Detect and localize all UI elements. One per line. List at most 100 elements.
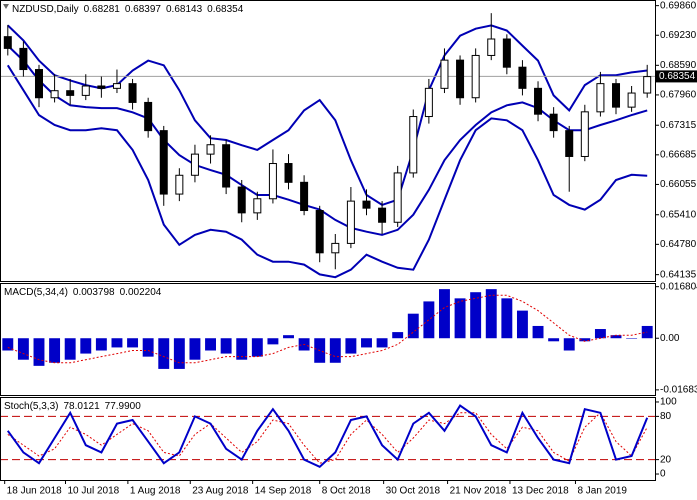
macd-bar — [329, 338, 341, 363]
candle-body — [253, 198, 262, 214]
panel-frame — [0, 397, 656, 481]
x-tick-label: 21 Nov 2018 — [450, 486, 507, 497]
candle-body — [50, 90, 59, 99]
x-tick-label: 30 Oct 2018 — [386, 486, 441, 497]
candle-body — [128, 83, 137, 103]
macd-bar — [158, 338, 170, 369]
candle-body — [643, 76, 652, 94]
macd-bar — [563, 338, 575, 351]
macd-bar — [251, 338, 263, 357]
y-tick-label: 0.016804 — [660, 281, 697, 292]
macd-bar — [345, 338, 357, 354]
header-title: MACD(5,34,4) — [4, 287, 68, 298]
macd-bar — [95, 338, 107, 351]
macd-bar — [127, 338, 139, 348]
macd-bar — [267, 338, 279, 345]
macd-bar — [33, 338, 45, 366]
candle-body — [362, 200, 371, 209]
header-value: 78.0121 — [63, 401, 100, 412]
macd-bar — [407, 313, 419, 339]
y-tick-label: 0.65410 — [660, 209, 697, 220]
candle-body — [175, 174, 184, 195]
x-tick-label: 8 Jan 2019 — [577, 486, 627, 497]
candle-body — [565, 130, 574, 157]
macd-bar — [189, 338, 201, 360]
candle-body — [268, 163, 277, 200]
candle-body — [3, 36, 12, 49]
y-tick-label: 0 — [660, 469, 666, 480]
candle-body — [237, 186, 246, 214]
x-tick-label: 8 Oct 2018 — [322, 486, 371, 497]
panel-frame — [0, 283, 656, 396]
last-price-label: 0.68354 — [659, 71, 696, 82]
header-value: 0.68143 — [166, 4, 203, 15]
x-tick-label: 14 Sep 2018 — [255, 486, 312, 497]
stoch-main — [6, 404, 649, 468]
macd-bar — [64, 338, 76, 360]
header-title: NZDUSD,Daily — [12, 4, 79, 15]
header-title: Stoch(5,3,3) — [4, 401, 58, 412]
y-tick-label: 0.66685 — [660, 149, 697, 160]
panel-header: NZDUSD,Daily 0.68281 0.68397 0.68143 0.68354 — [12, 4, 244, 15]
header-value: 0.002204 — [120, 287, 162, 298]
macd-bar — [2, 338, 14, 351]
y-tick-label: 0.69860 — [660, 0, 697, 11]
candle-body — [393, 172, 402, 223]
candle-body — [596, 83, 605, 113]
candle-body — [206, 144, 215, 155]
candle-body — [81, 85, 90, 96]
macd-bar — [392, 332, 404, 339]
candle-body — [549, 113, 558, 132]
macd-bar — [80, 338, 92, 354]
candle-body — [612, 83, 621, 108]
macd-bar — [470, 292, 482, 339]
x-tick-label: 10 Jul 2018 — [68, 486, 120, 497]
y-tick-label: 0.66055 — [660, 179, 697, 190]
candle-body — [190, 153, 199, 176]
header-value: 0.003798 — [73, 287, 115, 298]
macd-bar — [142, 338, 154, 357]
macd-bar — [516, 310, 528, 339]
x-tick-label: 23 Aug 2018 — [192, 486, 249, 497]
candle-body — [315, 210, 324, 254]
candle-body — [112, 83, 121, 89]
macd-bar — [205, 338, 216, 351]
candle-body — [518, 66, 527, 89]
header-value: 0.68354 — [207, 4, 244, 15]
candle-body — [440, 59, 449, 89]
candle-body — [66, 90, 75, 96]
macd-bar — [361, 338, 372, 348]
y-tick-label: 0.69230 — [660, 30, 697, 41]
macd-bar — [283, 335, 294, 339]
macd-bar — [548, 338, 560, 342]
panel-header: MACD(5,34,4) 0.003798 0.002204 — [4, 287, 162, 298]
candle-body — [456, 59, 465, 99]
y-tick-label: -0.01683 — [660, 385, 697, 396]
y-tick-label: 0.67315 — [660, 120, 697, 131]
candle-body — [159, 130, 168, 195]
panel-header: Stoch(5,3,3) 78.0121 77.9900 — [4, 401, 141, 412]
macd-bar — [49, 338, 61, 363]
panel-frame — [0, 0, 656, 282]
candle-body — [346, 200, 355, 244]
macd-bar — [579, 338, 591, 342]
macd-bar — [111, 338, 123, 348]
y-tick-label: 100 — [660, 397, 677, 408]
y-tick-label: 0.68590 — [660, 60, 697, 71]
x-tick-label: 1 Aug 2018 — [130, 486, 181, 497]
candle-body — [97, 85, 106, 89]
macd-bar — [236, 338, 248, 360]
x-tick-label: 13 Dec 2018 — [512, 486, 569, 497]
y-tick-label: 0.67960 — [660, 90, 697, 101]
macd-bar — [220, 338, 232, 354]
stoch-signal — [7, 411, 648, 464]
last-price-box — [656, 70, 697, 83]
candle-body — [222, 144, 231, 188]
candle-body — [378, 207, 387, 223]
macd-bar — [594, 329, 606, 339]
candle-body — [502, 38, 511, 68]
candle-body — [580, 111, 589, 157]
macd-bar — [626, 338, 638, 339]
